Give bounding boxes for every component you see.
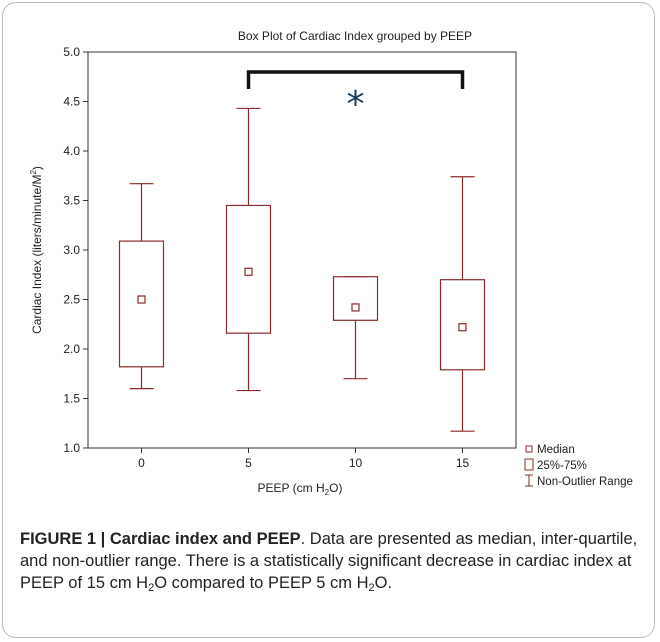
- box-15: [439, 176, 486, 432]
- y-axis: 1.0 1.5 2.0 2.5 3.0 3.5 4.0 4.5 5.0: [63, 45, 88, 455]
- y-axis-label: Cardiac Index (liters/minute/M2): [29, 166, 44, 334]
- median-marker: [244, 267, 253, 276]
- iqr-box: [332, 276, 379, 321]
- caption-text-1: . Data are presented as median, inter-qu…: [20, 530, 638, 592]
- box-5: [225, 107, 272, 392]
- box-plot-chart: Box Plot of Cardiac Index grouped by PEE…: [29, 29, 633, 497]
- x-tick-label: 15: [456, 456, 470, 470]
- legend-median-label: Median: [537, 444, 575, 456]
- box-10: [332, 276, 379, 380]
- median-marker: [351, 303, 360, 312]
- caption-text-2: O compared to PEEP 5 cm H: [154, 574, 369, 592]
- median-marker: [137, 295, 146, 304]
- y-tick-label: 3.5: [63, 194, 80, 208]
- y-label-sup: 2: [29, 170, 38, 175]
- caption-label: FIGURE 1 | Cardiac index and PEEP: [20, 530, 301, 548]
- y-tick-label: 1.0: [63, 441, 80, 455]
- x-axis-label: PEEP (cm H2O): [258, 481, 343, 497]
- x-label-main: PEEP (cm H: [258, 481, 325, 495]
- caption-sub-2: 2: [368, 582, 375, 594]
- legend-median-swatch: [525, 445, 533, 453]
- median-marker: [458, 323, 467, 332]
- caption-sub-1: 2: [148, 582, 155, 594]
- y-label-end: ): [30, 166, 44, 170]
- y-tick-label: 5.0: [63, 45, 80, 59]
- y-label-main: Cardiac Index (liters/minute/M: [30, 175, 44, 334]
- boxes-layer: [118, 107, 486, 432]
- x-tick-label: 0: [138, 456, 145, 470]
- significance-bracket: [246, 70, 465, 89]
- figure-caption: FIGURE 1 | Cardiac index and PEEP. Data …: [20, 528, 645, 594]
- x-label-sub: 2: [325, 488, 330, 497]
- x-label-end: O): [329, 481, 342, 495]
- x-tick-label: 5: [245, 456, 252, 470]
- legend-iqr-label: 25%-75%: [537, 460, 587, 472]
- y-tick-label: 2.0: [63, 342, 80, 356]
- y-tick-label: 2.5: [63, 293, 80, 307]
- legend-iqr-swatch: [524, 458, 534, 471]
- chart-title: Box Plot of Cardiac Index grouped by PEE…: [238, 29, 472, 43]
- legend: Median 25%-75% Non-Outlier Range: [524, 444, 633, 488]
- significance-star: *: [347, 84, 365, 125]
- box-0: [118, 183, 165, 390]
- y-tick-label: 3.0: [63, 243, 80, 257]
- iqr-box: [118, 240, 165, 368]
- legend-range-label: Non-Outlier Range: [537, 476, 633, 488]
- x-tick-label: 10: [349, 456, 363, 470]
- caption-text-3: O.: [374, 574, 393, 592]
- x-axis: 0 5 10 15: [138, 448, 469, 470]
- y-tick-label: 1.5: [63, 392, 80, 406]
- y-tick-label: 4.5: [63, 95, 80, 109]
- y-tick-label: 4.0: [63, 144, 80, 158]
- significance-layer: *: [246, 70, 465, 125]
